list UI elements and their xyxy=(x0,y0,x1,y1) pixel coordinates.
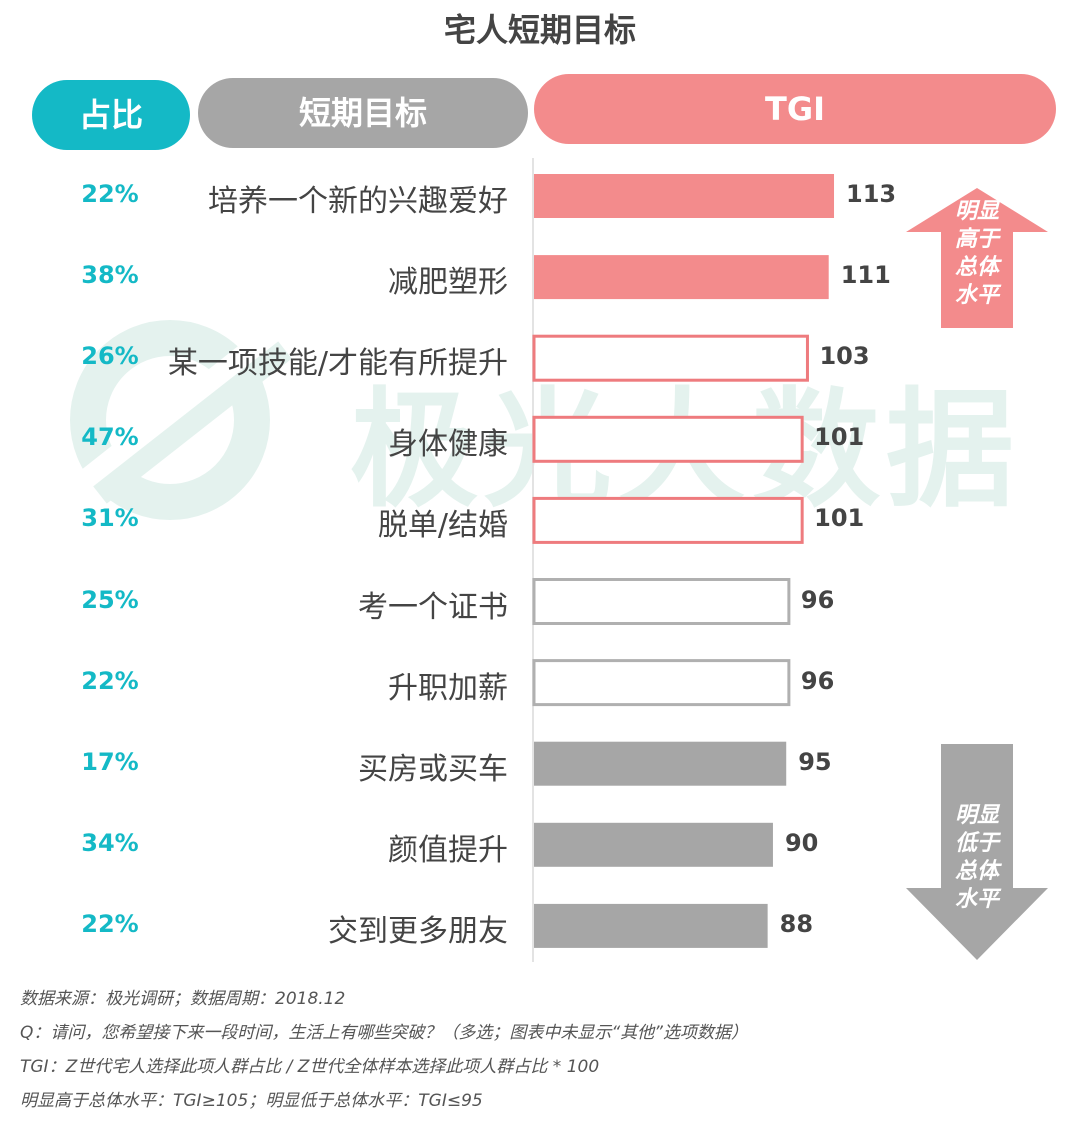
tgi-value-label: 111 xyxy=(840,261,891,290)
up-arrow-line: 总体 xyxy=(954,255,999,280)
tgi-header: TGI xyxy=(534,74,1056,144)
goal-header: 短期目标 xyxy=(198,78,528,148)
tgi-value-label: 101 xyxy=(814,504,865,533)
share-value: 25% xyxy=(81,585,139,614)
tgi-bar xyxy=(534,741,787,786)
category-label: 减肥塑形 xyxy=(388,265,508,301)
tgi-value-label: 101 xyxy=(814,423,865,452)
up-arrow-line: 高于 xyxy=(954,227,999,252)
down-arrow-line: 水平 xyxy=(954,887,999,912)
tgi-bar xyxy=(534,903,768,948)
share-value: 22% xyxy=(81,666,139,695)
share-value: 22% xyxy=(81,180,139,208)
tgi-value-label: 103 xyxy=(819,342,870,371)
tgi-value-label: 96 xyxy=(800,666,835,695)
category-label: 买房或买车 xyxy=(358,751,508,787)
share-header: 占比 xyxy=(32,80,190,150)
footnote-threshold: 明显高于总体水平：TGI≥105；明显低于总体水平：TGI≤95 xyxy=(20,1091,483,1111)
share-value: 34% xyxy=(81,828,139,857)
tgi-value-label: 113 xyxy=(846,180,897,208)
tgi-value-label: 95 xyxy=(798,747,832,776)
tgi-bar xyxy=(532,415,804,463)
share-value: 47% xyxy=(81,423,139,452)
chart-title: 宅人短期目标 xyxy=(443,11,636,49)
down-arrow-line: 明显 xyxy=(954,803,999,828)
footnote-question: Q：请问，您希望接下来一段时间，生活上有哪些突破？（多选；图表中未显示“其他”选… xyxy=(20,1023,748,1043)
tgi-value-label: 88 xyxy=(779,909,814,938)
up-arrow-line: 明显 xyxy=(954,199,999,224)
category-label: 升职加薪 xyxy=(388,670,508,706)
down-arrow-line: 低于 xyxy=(954,831,999,856)
footnote-source: 数据来源：极光调研；数据周期：2018.12 xyxy=(20,989,346,1009)
category-label: 培养一个新的兴趣爱好 xyxy=(208,184,508,219)
down-arrow-line: 总体 xyxy=(954,859,999,884)
category-label: 脱单/结婚 xyxy=(377,508,508,544)
tgi-bar xyxy=(534,255,829,300)
footnotes: 数据来源：极光调研；数据周期：2018.12 Q：请问，您希望接下来一段时间，生… xyxy=(20,982,1070,1118)
down-arrow-label: 明显 低于 总体 水平 xyxy=(942,802,1012,914)
share-value: 38% xyxy=(81,261,139,290)
up-arrow-line: 水平 xyxy=(954,283,999,308)
bar-chart xyxy=(532,158,1048,962)
category-label: 颜值提升 xyxy=(388,832,508,868)
category-label: 交到更多朋友 xyxy=(328,913,508,949)
up-arrow-label: 明显 高于 总体 水平 xyxy=(942,198,1012,310)
tgi-bar xyxy=(532,334,809,382)
tgi-bar xyxy=(532,659,791,707)
up-arrow-icon xyxy=(906,188,1048,328)
share-value: 17% xyxy=(81,747,139,776)
down-arrow-icon xyxy=(906,744,1048,960)
tgi-bar xyxy=(532,578,791,625)
tgi-bar xyxy=(532,496,804,544)
tgi-bar xyxy=(534,822,773,867)
tgi-value-label: 90 xyxy=(784,828,819,857)
tgi-value-label: 96 xyxy=(800,585,835,614)
footnote-tgi-definition: TGI：Z世代宅人选择此项人群占比 / Z世代全体样本选择此项人群占比 * 10… xyxy=(20,1057,600,1077)
share-value: 22% xyxy=(81,909,139,938)
share-value: 26% xyxy=(81,342,139,371)
category-label: 某一项技能/才能有所提升 xyxy=(167,346,508,382)
share-value: 31% xyxy=(81,504,139,533)
bars-group xyxy=(532,174,835,948)
category-label: 身体健康 xyxy=(388,427,508,463)
category-label: 考一个证书 xyxy=(358,589,508,625)
tgi-bar xyxy=(534,174,835,218)
